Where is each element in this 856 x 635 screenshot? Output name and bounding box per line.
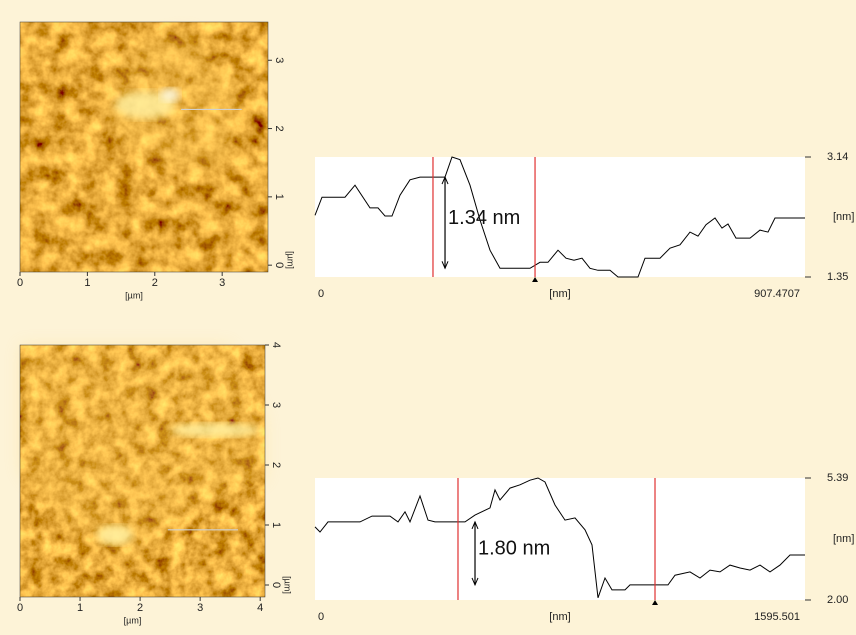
x-tick-label: 4: [257, 602, 263, 614]
y-axis-label: [nm]: [833, 533, 854, 545]
bright-spot: [97, 525, 133, 545]
x-tick-label: 3: [219, 277, 225, 289]
bright-spot: [160, 88, 180, 102]
x-tick-label: 0: [318, 611, 324, 623]
y-tick-label: 3: [270, 402, 282, 408]
figure: 0 1 2 3 0 1 2 3 [µm] [µm] 1.35 3.14 [nm] 0 907.4707 [nm…: [0, 0, 856, 635]
y-axis-label: [nm]: [833, 211, 854, 223]
x-axis-label: [nm]: [549, 288, 570, 300]
y-tick-label: 2.00: [827, 594, 848, 606]
y-tick-label: 1.35: [827, 271, 848, 283]
height-label: 1.80 nm: [478, 538, 550, 560]
y-tick-label: 2: [270, 462, 282, 468]
y-tick-label: 0: [270, 582, 282, 588]
y-tick-label: 4: [270, 342, 282, 348]
x-axis-label: [nm]: [549, 611, 570, 623]
x-tick-label: 907.4707: [754, 288, 800, 300]
y-axis-label: [µm]: [283, 576, 293, 594]
bright-spot: [170, 423, 260, 437]
x-tick-label: 2: [137, 602, 143, 614]
cursor-marker: [532, 277, 538, 282]
x-tick-label: 1595.501: [754, 611, 800, 623]
y-tick-label: 5.39: [827, 472, 848, 484]
x-axis-label: [µm]: [125, 290, 143, 300]
x-tick-label: 1: [77, 602, 83, 614]
y-tick-label: 2: [273, 125, 285, 131]
y-tick-label: 1: [273, 194, 285, 200]
x-tick-label: 0: [17, 277, 23, 289]
height-label: 1.34 nm: [448, 207, 520, 229]
x-tick-label: 1: [84, 277, 90, 289]
y-axis-label: [µm]: [286, 251, 296, 269]
y-tick-label: 0: [273, 262, 285, 268]
x-tick-label: 0: [17, 602, 23, 614]
plot-area: [315, 478, 805, 600]
y-tick-label: 1: [270, 522, 282, 528]
x-tick-label: 3: [197, 602, 203, 614]
y-tick-label: 3: [273, 57, 285, 63]
cursor-marker: [652, 600, 658, 605]
x-axis-label: [µm]: [124, 615, 142, 625]
x-tick-label: 2: [152, 277, 158, 289]
plot-area: [315, 157, 805, 277]
x-tick-label: 0: [318, 288, 324, 300]
y-tick-label: 3.14: [827, 151, 848, 163]
page: {"chart_data": [ {"type": "image", "xlim…: [0, 0, 856, 635]
